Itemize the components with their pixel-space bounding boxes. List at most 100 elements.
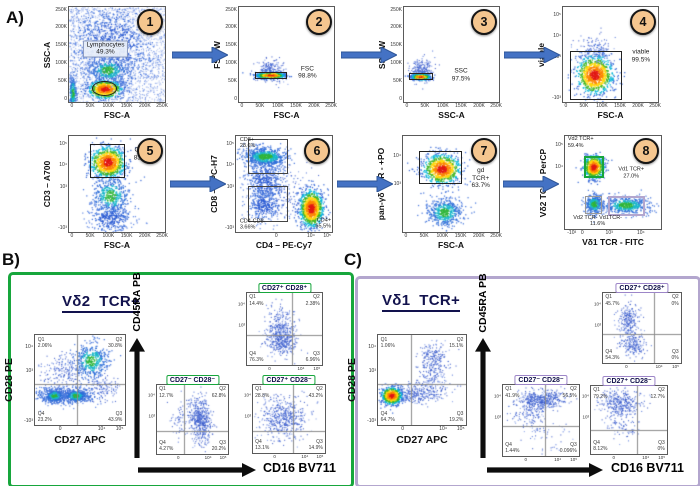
plot-2-fsc-w-vs-fsc-a-x-tick: 50K <box>255 103 265 109</box>
c-sub-cd27neg-cd28neg-quadrant-q4: Q4 1.44% <box>505 442 520 455</box>
c-sub-cd27pos-cd28pos-quadrant-q3: Q3 0% <box>671 349 679 362</box>
b-sub-cd27neg-cd28neg-x-tick: 0 <box>177 455 180 460</box>
plot-3-ssc-w-vs-ssc-a-y-tick: 50K <box>393 78 402 85</box>
plot-2-fsc-w-vs-fsc-a-y-tick: 200K <box>225 23 237 30</box>
c-sub-cd27pos-cd28pos-x-tick: 10⁵ <box>672 364 679 369</box>
b-sub-cd27pos-cd28pos-population-label: CD27⁺ CD28⁺ <box>257 283 312 293</box>
b-sub-cd27pos-cd28pos-quadrant-q3: Q3 6.96% <box>305 351 320 364</box>
plot-8-vd2-vs-vd1: Vd2 TCR+ 59.4% Vd1 TCR+ 27.0% Vd2 TCR- Vd1… <box>538 135 662 247</box>
plot-7-pan-gd-tcr-vs-fsc-a-x-tick: 50K <box>419 233 429 239</box>
c-sub-cd27neg-cd28neg: Q1 41.9% Q2 56.5% Q3 0.096% Q4 1.44% 0 10⁴ 10⁵… <box>494 375 580 462</box>
b-sub-cd27pos-cd28pos-dotplot <box>247 293 322 365</box>
c-sub-cd27neg-cd28neg-y-tick: 10³ <box>494 414 501 420</box>
c-sub-cd27pos-cd28pos-population-label: CD27⁺ CD28⁺ <box>615 283 669 293</box>
plot-5-cd3-vs-fsc-a-x-tick: 250K <box>156 233 168 239</box>
cd16-axis-arrow-right-icon <box>487 463 603 477</box>
b-main-cd28-vs-cd27: Q1 2.06% Q2 30.8% Q3 43.9% Q4 23.2% 0 10⁴ 10⁵ 1… <box>3 334 126 446</box>
plot-4-viability-vs-fsc-a-y-tick: -10³ <box>552 95 561 102</box>
b-main-cd28-vs-cd27-x-axis-label: CD27 APC <box>54 434 106 446</box>
c-main-cd28-vs-cd27-y-tick: 10³ <box>368 368 376 374</box>
b-main-cd28-vs-cd27-y-tick: 10⁴ <box>25 343 33 350</box>
gating-flow-arrow-right-icon <box>503 176 559 192</box>
b-main-cd28-vs-cd27-quadrant-q3: Q3 43.9% <box>108 410 123 423</box>
b-main-cd28-vs-cd27-quadrant-q2: Q2 30.8% <box>108 336 123 350</box>
b-sub-cd27pos-cd28pos-quadrant-q1: Q1 14.4% <box>249 294 264 307</box>
gating-flow-arrow-right-icon <box>172 47 228 63</box>
plot-6-cd8-vs-cd4-x-axis-label: CD4 – PE-Cy7 <box>255 240 313 250</box>
b-sub-cd27neg-cd28neg-quadrant-q2: Q2 62.8% <box>211 386 226 399</box>
plot-5-cd3-vs-fsc-a: CD3+ 83.2%050K100K150K200K250K10⁵10⁴10³-… <box>42 135 168 250</box>
c-sub-cd27neg-cd28neg-x-tick: 10⁴ <box>554 457 562 462</box>
plot-1-ssc-a-vs-fsc-a-x-tick: 200K <box>138 103 151 109</box>
plot-1-ssc-a-vs-fsc-a-x-tick: 0 <box>70 103 74 109</box>
step-badge-7: 7 <box>471 138 497 164</box>
plot-1-ssc-a-vs-fsc-a-y-tick: 250K <box>55 6 67 13</box>
panel-a-label: A) <box>6 8 24 27</box>
plot-4-viability-vs-fsc-a-x-tick: 250K <box>649 103 661 109</box>
gating-flow-arrow-right-icon <box>341 47 397 63</box>
cd45ra-pb-axis-label: CD45RA PB <box>477 273 489 333</box>
plot-4-viability-vs-fsc-a-x-tick: 100K <box>596 103 608 109</box>
plot-5-cd3-vs-fsc-a-gate-0 <box>90 143 125 178</box>
plot-6-cd8-vs-cd4-x-tick: 0 <box>274 233 278 239</box>
b-main-cd28-vs-cd27-x-tick: 0 <box>58 426 62 432</box>
b-sub-cd27pos-cd28neg-quadrant-q4: Q4 13.1% <box>255 439 270 452</box>
b-sub-cd27neg-cd28neg-population-label: CD27⁻ CD28⁻ <box>165 375 220 385</box>
b-sub-cd27pos-cd28pos-x-tick: 10⁴ <box>297 366 305 371</box>
plot-8-vd2-vs-vd1-y-tick: 10⁵ <box>555 142 563 149</box>
plot-5-cd3-vs-fsc-a-x-tick: 200K <box>138 233 151 239</box>
plot-3-ssc-w-vs-ssc-a-x-axis-label: SSC-A <box>438 110 465 120</box>
plot-4-viability-vs-fsc-a-y-tick: 10³ <box>553 54 561 61</box>
b-sub-cd27pos-cd28neg-dotplot <box>253 385 325 453</box>
c-sub-cd27pos-cd28neg-quadrant-q1: Q1 79.2% <box>593 387 608 400</box>
plot-4-viability-vs-fsc-a-gate-label-0: viable 99.5% <box>631 48 651 64</box>
plot-8-vd2-vs-vd1-x-tick: 10³ <box>605 230 613 236</box>
c-sub-cd27pos-cd28neg-y-tick: 10³ <box>582 414 589 420</box>
b-sub-cd27pos-cd28neg-population-label: CD27⁺ CD28⁻ <box>262 375 316 385</box>
plot-5-cd3-vs-fsc-a-y-axis-label: CD3 – A700 <box>42 160 52 208</box>
step-badge-5: 5 <box>137 138 163 164</box>
step-badge-8: 8 <box>633 138 659 164</box>
c-sub-cd27pos-cd28neg-x-tick: 10⁵ <box>658 455 666 460</box>
plot-8-vd2-vs-vd1-y-tick: 10⁴ <box>555 163 563 170</box>
step-badge-6: 6 <box>304 138 330 164</box>
plot-7-pan-gd-tcr-vs-fsc-a-gate-label-0: gd TCR+ 63.7% <box>471 167 490 189</box>
c-main-cd28-vs-cd27-quadrant-q1: Q1 1.06% <box>380 336 395 350</box>
b-main-cd28-vs-cd27-y-tick: 10³ <box>25 368 33 374</box>
plot-1-ssc-a-vs-fsc-a-y-tick: 100K <box>55 60 67 67</box>
b-sub-cd27neg-cd28neg-y-tick: 10³ <box>148 413 155 419</box>
c-main-cd28-vs-cd27-quadrant-q4: Q4 64.7% <box>380 410 395 423</box>
plot-5-cd3-vs-fsc-a-y-tick: 10⁴ <box>59 161 67 168</box>
plot-3-ssc-w-vs-ssc-a-gate-label-0: SSC 97.5% <box>451 67 471 83</box>
c-main-cd28-vs-cd27-dotplot <box>378 335 466 425</box>
plot-2-fsc-w-vs-fsc-a-y-tick: 250K <box>225 6 237 13</box>
plot-2-fsc-w-vs-fsc-a-x-tick: 0 <box>240 103 244 109</box>
plot-1-ssc-a-vs-fsc-a-y-tick: 50K <box>58 78 67 85</box>
plot-6-cd8-vs-cd4-x-tick: 10⁵ <box>323 233 332 239</box>
plot-2-fsc-w-vs-fsc-a-x-tick: 100K <box>272 103 284 109</box>
c-main-cd28-vs-cd27-y-tick: -10³ <box>367 418 376 425</box>
b-sub-cd27pos-cd28pos: Q1 14.4% Q2 2.38% Q3 6.96% Q4 76.3% 0 10⁴ 10⁵ 1… <box>238 283 323 371</box>
cd16-axis-arrow-right-icon <box>138 463 256 477</box>
plot-7-pan-gd-tcr-vs-fsc-a-gate-0 <box>419 151 462 184</box>
plot-6-cd8-vs-cd4-gate-label-2: CD4+ 65.5% <box>315 217 332 230</box>
plot-1-ssc-a-vs-fsc-a-x-axis-label: FSC-A <box>104 110 130 120</box>
c-sub-cd27neg-cd28neg-quadrant-q3: Q3 0.096% <box>559 442 577 455</box>
b-sub-cd27pos-cd28pos-quadrant-q2: Q2 2.38% <box>305 294 320 307</box>
b-sub-cd27pos-cd28neg-y-tick: 10³ <box>244 413 251 419</box>
c-main-cd28-vs-cd27-x-tick: 10⁴ <box>439 426 447 432</box>
plot-3-ssc-w-vs-ssc-a-y-tick: 150K <box>390 42 402 48</box>
c-sub-cd27pos-cd28pos-y-tick: 10³ <box>594 322 601 327</box>
plot-5-cd3-vs-fsc-a-x-tick: 150K <box>120 233 133 239</box>
b-sub-cd27neg-cd28neg-y-tick: 10⁴ <box>148 392 155 398</box>
plot-6-cd8-vs-cd4-y-tick: -10³ <box>225 225 234 232</box>
plot-7-pan-gd-tcr-vs-fsc-a-x-tick: 0 <box>404 233 408 239</box>
c-main-cd28-vs-cd27-y-axis-label: CD28 PE <box>346 358 358 402</box>
gating-flow-arrow-right-icon <box>337 176 393 192</box>
cd16-bv711-axis-label: CD16 BV711 <box>263 461 336 475</box>
b-main-cd28-vs-cd27-dotplot <box>35 335 125 425</box>
b-main-cd28-vs-cd27-quadrant-q1: Q1 2.06% <box>37 336 52 350</box>
plot-2-fsc-w-vs-fsc-a-y-tick: 100K <box>225 60 237 67</box>
plot-3-ssc-w-vs-ssc-a-y-tick: 0 <box>399 96 402 103</box>
c-main-cd28-vs-cd27-x-axis-label: CD27 APC <box>396 434 448 446</box>
